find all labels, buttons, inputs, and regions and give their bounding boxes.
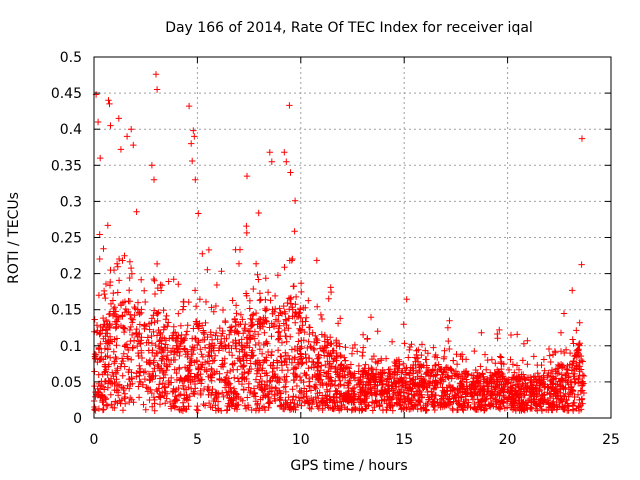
y-axis-label: ROTI / TECUs [6,192,22,284]
x-axis-label: GPS time / hours [290,458,407,474]
y-tick-label: 0 [73,411,82,427]
y-tick-label: 0.3 [60,194,82,210]
data-points [90,71,588,414]
y-tick-label: 0.05 [51,375,82,391]
x-tick-label: 25 [602,432,620,448]
y-tick-label: 0.15 [51,303,82,319]
y-tick-label: 0.35 [51,158,82,174]
chart-title: Day 166 of 2014, Rate Of TEC Index for r… [165,20,533,36]
x-tick-label: 0 [90,432,99,448]
y-tick-label: 0.5 [60,50,82,66]
y-tick-label: 0.45 [51,86,82,102]
y-tick-label: 0.4 [60,122,82,138]
scatter-points [90,71,588,414]
x-tick-label: 15 [395,432,413,448]
y-tick-label: 0.25 [51,231,82,247]
x-tick-label: 5 [193,432,202,448]
y-tick-label: 0.1 [60,339,82,355]
axis-ticks [93,56,612,419]
tick-labels: 0 5 10 15 20 25 0 0.05 0.1 0.15 0.2 0.25 0.3 0.35 0.4 0… [51,50,620,448]
y-tick-label: 0.2 [60,267,82,283]
x-tick-label: 10 [292,432,310,448]
x-tick-label: 20 [499,432,517,448]
